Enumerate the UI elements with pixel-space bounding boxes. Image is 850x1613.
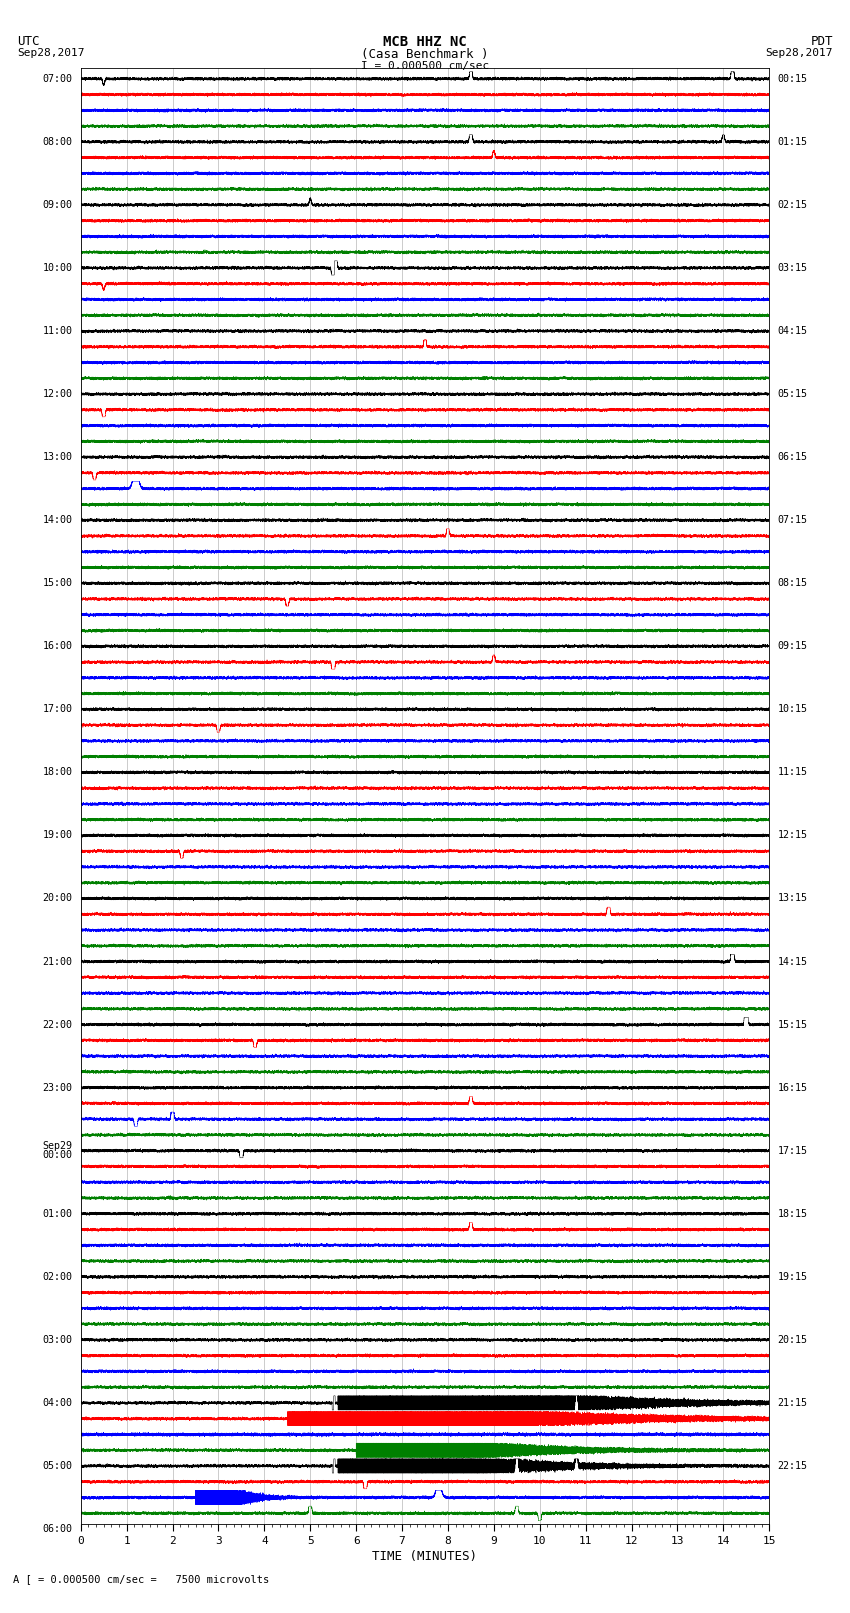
Text: 13:15: 13:15 (778, 894, 807, 903)
Text: Sep28,2017: Sep28,2017 (766, 48, 833, 58)
Text: A [ = 0.000500 cm/sec =   7500 microvolts: A [ = 0.000500 cm/sec = 7500 microvolts (13, 1574, 269, 1584)
Text: 19:00: 19:00 (42, 831, 72, 840)
Text: 04:15: 04:15 (778, 326, 807, 336)
Text: 08:15: 08:15 (778, 577, 807, 589)
Text: 09:00: 09:00 (42, 200, 72, 210)
Text: I = 0.000500 cm/sec: I = 0.000500 cm/sec (361, 61, 489, 71)
Text: 14:15: 14:15 (778, 957, 807, 966)
Text: 06:00: 06:00 (42, 1524, 72, 1534)
Text: 10:00: 10:00 (42, 263, 72, 273)
Text: 18:00: 18:00 (42, 768, 72, 777)
Text: 16:00: 16:00 (42, 642, 72, 652)
Text: 07:15: 07:15 (778, 515, 807, 526)
Text: 21:00: 21:00 (42, 957, 72, 966)
Text: 19:15: 19:15 (778, 1271, 807, 1282)
Text: PDT: PDT (811, 35, 833, 48)
Text: 11:15: 11:15 (778, 768, 807, 777)
Text: 15:00: 15:00 (42, 577, 72, 589)
Text: 01:00: 01:00 (42, 1208, 72, 1219)
Text: Sep28,2017: Sep28,2017 (17, 48, 84, 58)
Text: MCB HHZ NC: MCB HHZ NC (383, 35, 467, 50)
Text: 03:00: 03:00 (42, 1336, 72, 1345)
Text: 07:00: 07:00 (42, 74, 72, 84)
Text: 21:15: 21:15 (778, 1398, 807, 1408)
Text: 18:15: 18:15 (778, 1208, 807, 1219)
Text: Sep29
00:00: Sep29 00:00 (42, 1140, 72, 1160)
Text: 03:15: 03:15 (778, 263, 807, 273)
Text: 15:15: 15:15 (778, 1019, 807, 1029)
Text: 20:15: 20:15 (778, 1336, 807, 1345)
Text: 22:15: 22:15 (778, 1461, 807, 1471)
Text: 01:15: 01:15 (778, 137, 807, 147)
Text: 12:15: 12:15 (778, 831, 807, 840)
Text: 23:00: 23:00 (42, 1082, 72, 1092)
Text: 02:00: 02:00 (42, 1271, 72, 1282)
Text: 14:00: 14:00 (42, 515, 72, 526)
Text: (Casa Benchmark ): (Casa Benchmark ) (361, 48, 489, 61)
Text: 06:15: 06:15 (778, 452, 807, 461)
Text: 04:00: 04:00 (42, 1398, 72, 1408)
Text: 05:00: 05:00 (42, 1461, 72, 1471)
X-axis label: TIME (MINUTES): TIME (MINUTES) (372, 1550, 478, 1563)
Text: 11:00: 11:00 (42, 326, 72, 336)
Text: 17:15: 17:15 (778, 1145, 807, 1155)
Text: UTC: UTC (17, 35, 39, 48)
Text: 05:15: 05:15 (778, 389, 807, 398)
Text: 02:15: 02:15 (778, 200, 807, 210)
Text: 00:15: 00:15 (778, 74, 807, 84)
Text: 17:00: 17:00 (42, 705, 72, 715)
Text: 20:00: 20:00 (42, 894, 72, 903)
Text: 10:15: 10:15 (778, 705, 807, 715)
Text: 09:15: 09:15 (778, 642, 807, 652)
Text: 22:00: 22:00 (42, 1019, 72, 1029)
Text: 16:15: 16:15 (778, 1082, 807, 1092)
Text: 08:00: 08:00 (42, 137, 72, 147)
Text: 12:00: 12:00 (42, 389, 72, 398)
Text: 13:00: 13:00 (42, 452, 72, 461)
